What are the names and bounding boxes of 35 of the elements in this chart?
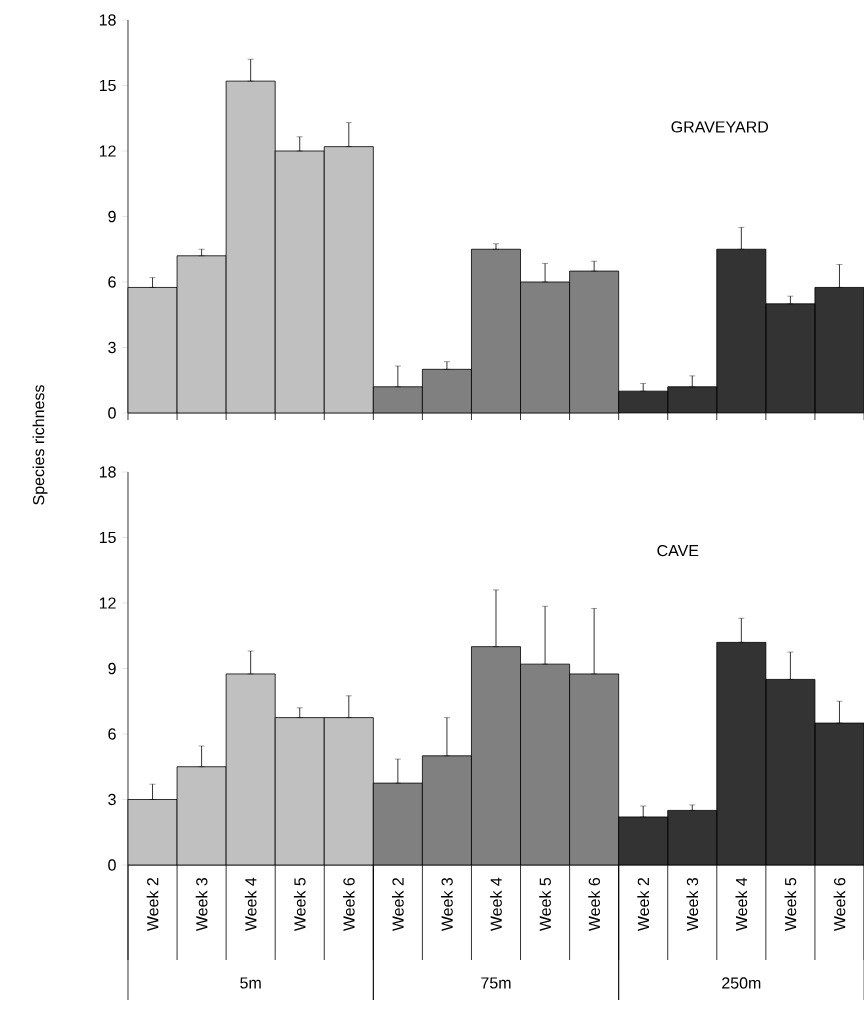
y-tick-label: 3 [108,341,116,354]
x-tick-label: Week 4 [735,877,748,932]
x-tick-label: Week 4 [244,877,257,932]
x-tick-label: Week 5 [539,877,551,932]
y-tick-label: 0 [108,859,116,871]
x-tick-label: Week 3 [686,877,699,932]
y-tick-label: 0 [108,407,116,419]
y-tick-label: 3 [108,793,116,806]
x-tick-label: Week 3 [195,877,208,932]
text: 250m [722,977,761,989]
x-tick-label: Week 5 [293,877,306,932]
x-tick-label: Week 3 [441,877,453,932]
y-tick-label: 15 [99,531,116,544]
y-axis-title: Species richness [32,385,48,505]
y-tick-label: 15 [99,79,116,92]
y-tick-label: 18 [99,466,116,478]
text: 75m [481,977,511,989]
x-tick-label: Week 2 [391,878,404,932]
x-tick-label: Week 2 [146,878,159,932]
x-tick-label: Week 5 [784,877,797,932]
y-tick-label: 12 [99,597,116,609]
text: GRAVEYARD [671,121,769,133]
y-tick-label: 18 [99,14,116,26]
y-tick-label: 9 [108,662,116,675]
text: 5m [240,977,261,989]
x-tick-label: Week 6 [833,877,846,932]
y-tick-label: 9 [108,210,116,223]
x-tick-label: Week 6 [588,877,601,932]
x-tick-label: Week 2 [637,878,650,932]
text: CAVE [657,544,699,557]
x-tick-label: Week 4 [490,877,502,932]
y-tick-label: 6 [108,276,116,288]
y-tick-label: 12 [99,145,116,157]
y-tick-label: 6 [108,728,116,740]
x-tick-label: Week 6 [342,877,355,932]
